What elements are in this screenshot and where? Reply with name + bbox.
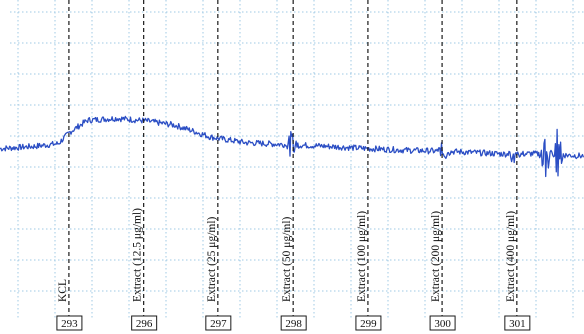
- event-label: Extract (50 μg/ml): [281, 216, 293, 302]
- event-box: [504, 315, 531, 331]
- event-box-number: 301: [509, 318, 526, 330]
- event-markers: KCL 293 Extract (12.5 μg/ml) 296 Extract (25…: [56, 0, 531, 331]
- event-label: Extract (100 μg/ml): [356, 211, 368, 302]
- event-box-number: 297: [210, 318, 227, 330]
- event-box-number: 299: [360, 318, 377, 330]
- event-box-number: 293: [61, 318, 78, 330]
- event-label: Extract (200 μg/ml): [430, 211, 442, 302]
- event-label: Extract (400 μg/ml): [505, 211, 517, 302]
- grid: [10, 0, 584, 318]
- event-box: [131, 315, 158, 331]
- event-box-number: 296: [136, 318, 153, 330]
- trace-layer: [0, 115, 584, 178]
- event-label: Extract (25 μg/ml): [206, 216, 218, 302]
- event-box: [429, 315, 456, 331]
- event-box: [205, 315, 232, 331]
- event-label: Extract (12.5 μg/ml): [132, 208, 144, 302]
- event-label: KCL: [57, 279, 69, 302]
- event-box: [355, 315, 382, 331]
- event-box-number: 298: [285, 318, 302, 330]
- trace-line: [0, 115, 584, 178]
- event-box: [280, 315, 307, 331]
- event-box-number: 300: [434, 318, 451, 330]
- event-box: [56, 315, 83, 331]
